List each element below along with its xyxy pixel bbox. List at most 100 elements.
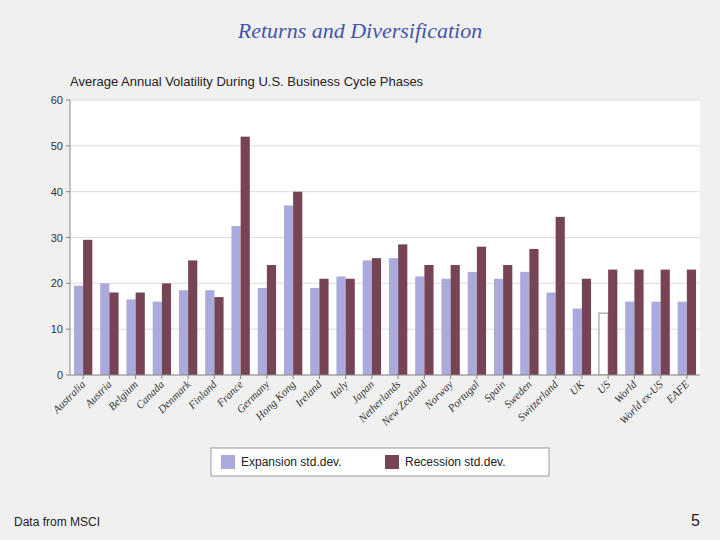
y-tick (66, 283, 70, 284)
y-tick (66, 191, 70, 192)
chart: Returns and Diversification Average Annua… (0, 0, 720, 540)
background (0, 0, 720, 540)
slide-number: 5 (691, 512, 700, 529)
bar (284, 205, 293, 375)
bar (267, 265, 276, 375)
y-tick-label: 30 (51, 232, 63, 244)
grid-line (70, 100, 700, 101)
x-tick-label: US (595, 378, 613, 396)
bars (74, 137, 696, 375)
bar (608, 270, 617, 375)
bar (651, 302, 660, 375)
x-tick-label: Finland (185, 378, 219, 412)
x-tick-label: Australia (49, 378, 88, 417)
bar (74, 286, 83, 375)
bar (258, 288, 267, 375)
x-tick (398, 375, 399, 379)
x-tick-label: World ex-US (617, 378, 666, 427)
x-tick (161, 375, 162, 379)
x-tick (450, 375, 451, 379)
bar (625, 302, 634, 375)
legend-box (211, 448, 549, 476)
bar (582, 279, 591, 375)
bar (179, 290, 188, 375)
x-tick (345, 375, 346, 379)
bar (599, 313, 608, 375)
bar (205, 290, 214, 375)
x-tick (529, 375, 530, 379)
legend-label: Recession std.dev. (405, 455, 506, 469)
bar (494, 279, 503, 375)
bar (398, 244, 407, 375)
y-tick-label: 50 (51, 140, 63, 152)
bar (389, 258, 398, 375)
x-tick (266, 375, 267, 379)
y-tick-label: 10 (51, 323, 63, 335)
bar (634, 270, 643, 375)
x-tick (83, 375, 84, 379)
bar (468, 272, 477, 375)
bar (415, 276, 424, 375)
title: Returns and Diversification (237, 18, 482, 43)
bar (546, 293, 555, 376)
y-axis (70, 100, 71, 375)
bar (293, 192, 302, 375)
bar (153, 302, 162, 375)
bar (503, 265, 512, 375)
x-tick (424, 375, 425, 379)
bar (556, 217, 565, 375)
bar (346, 279, 355, 375)
x-tick (109, 375, 110, 379)
x-tick (660, 375, 661, 379)
bar (372, 258, 381, 375)
bar (477, 247, 486, 375)
bar (678, 302, 687, 375)
y-tick-label: 0 (57, 369, 63, 381)
bar (529, 249, 538, 375)
bar (573, 309, 582, 375)
x-tick (135, 375, 136, 379)
x-tick-label: Belgium (106, 378, 140, 412)
legend-swatch (221, 455, 235, 469)
bar (520, 272, 529, 375)
y-tick (66, 100, 70, 101)
y-tick-label: 60 (51, 94, 63, 106)
x-tick-label: EAFE (663, 378, 691, 406)
y-tick (66, 375, 70, 376)
x-tick (240, 375, 241, 379)
y-tick (66, 329, 70, 330)
x-tick (188, 375, 189, 379)
subtitle: Average Annual Volatility During U.S. Bu… (70, 74, 424, 89)
bar (231, 226, 240, 375)
y-tick-label: 20 (51, 277, 63, 289)
bar (441, 279, 450, 375)
x-tick-label: Switzerland (515, 378, 561, 424)
bar (83, 240, 92, 375)
x-tick (581, 375, 582, 379)
y-tick-label: 40 (51, 186, 63, 198)
x-tick (634, 375, 635, 379)
x-tick (371, 375, 372, 379)
bar (136, 293, 145, 376)
x-tick-label: UK (567, 377, 587, 397)
footnote: Data from MSCI (14, 515, 100, 529)
bar (363, 260, 372, 375)
x-tick (293, 375, 294, 379)
bar (100, 283, 109, 375)
bar (319, 279, 328, 375)
x-tick-label: Portugal (444, 378, 481, 415)
x-tick (686, 375, 687, 379)
legend: Expansion std.dev. Recession std.dev. (211, 448, 549, 476)
legend-swatch (385, 455, 399, 469)
bar (241, 137, 250, 375)
bar (188, 260, 197, 375)
bar (451, 265, 460, 375)
x-tick-label: Hong Kong (252, 378, 298, 424)
legend-label: Expansion std.dev. (241, 455, 342, 469)
grid-line (70, 191, 700, 192)
grid-line (70, 375, 700, 376)
bar (661, 270, 670, 375)
bar (310, 288, 319, 375)
x-tick (555, 375, 556, 379)
grid-line (70, 145, 700, 146)
